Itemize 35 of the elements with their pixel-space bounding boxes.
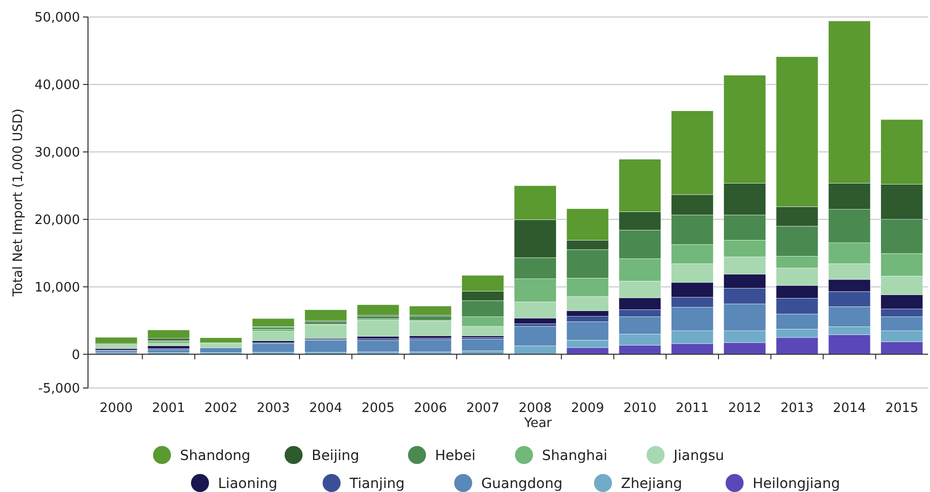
legend-label: Hebei [435,448,476,464]
x-tick-label: 2005 [362,401,395,416]
y-tick-label: 10,000 [34,280,80,296]
legend-label: Jiangsu [672,448,724,464]
x-tick-label: 2011 [676,401,709,416]
x-tick-label: 2008 [518,401,552,416]
x-tick-label: 2014 [832,401,866,416]
y-tick-label: 20,000 [34,212,80,228]
y-tick-label: 40,000 [34,78,80,94]
legend-label: Shanghai [542,448,608,464]
y-tick-label: 50,000 [34,10,80,26]
x-tick-label: 2003 [256,401,290,416]
x-tick-label: 2000 [100,401,133,416]
x-tick-label: 2012 [728,401,762,416]
legend-label: Liaoning [218,476,278,492]
x-tick-label: 2009 [571,401,604,416]
y-tick-label: 30,000 [34,145,80,160]
y-tick-label: 0 [72,348,80,363]
x-tick-label: 2013 [780,401,814,416]
x-tick-label: 2007 [466,401,500,416]
x-tick-label: 2015 [885,401,918,416]
x-tick-label: 2001 [152,401,186,416]
legend-label: Guangdong [481,476,562,492]
y-tick-label: -5,000 [38,382,80,397]
x-axis-title: Year [523,416,552,431]
legend-label: Beijing [312,448,360,464]
legend-label: Shandong [180,448,250,464]
x-tick-label: 2002 [204,401,238,416]
legend-label: Tianjing [348,476,405,492]
legend-label: Heilongjiang [752,476,840,492]
x-tick-label: 2006 [414,401,447,416]
legend-label: Zhejiang [621,476,682,492]
x-tick-label: 2004 [309,401,342,416]
x-tick-label: 2010 [623,401,656,416]
y-axis-title: Total Net Import (1,000 USD) [11,108,26,298]
